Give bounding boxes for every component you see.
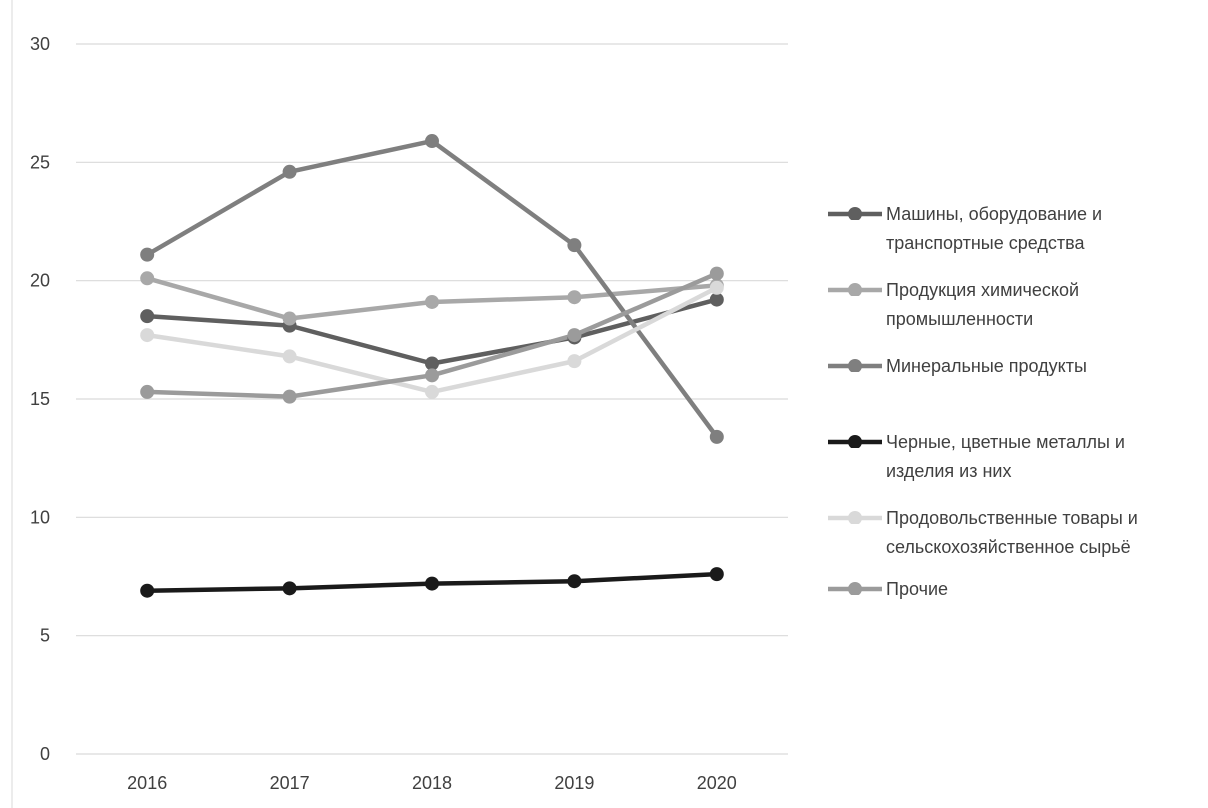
y-tick-label: 25 [30,152,50,172]
data-point [140,271,154,285]
x-tick-label: 2020 [697,773,737,793]
y-tick-label: 20 [30,271,50,291]
x-tick-label: 2018 [412,773,452,793]
y-axis-ticks: 0 5 10 15 20 25 30 [30,34,50,764]
data-point [140,328,154,342]
legend-swatch-marker [848,511,862,524]
data-point [425,368,439,382]
legend-label: Минеральные продукты [886,352,1206,381]
legend-label: Машины, оборудование и транспортные сред… [886,200,1206,258]
legend-swatch [826,504,884,524]
legend-swatch [826,428,884,448]
data-point [567,328,581,342]
series-points [140,134,724,598]
data-point [425,385,439,399]
data-point [140,309,154,323]
data-point [140,248,154,262]
data-point [710,267,724,281]
legend-swatch-marker [848,359,862,372]
legend-swatch [826,200,884,220]
legend-label: Черные, цветные металлы и изделия из них [886,428,1206,486]
data-point [425,577,439,591]
data-point [567,290,581,304]
data-point [567,238,581,252]
legend-swatch-marker [848,207,862,220]
data-point [710,567,724,581]
legend-swatch [826,276,884,296]
legend-swatch-marker [848,283,862,296]
data-point [283,165,297,179]
legend-label: Продовольственные товары и сельскохозяйс… [886,504,1206,562]
legend-swatch-marker [848,582,862,595]
data-point [283,581,297,595]
legend-label: Прочие [886,575,1206,604]
y-tick-label: 0 [40,744,50,764]
legend-swatch-marker [848,435,862,448]
y-tick-label: 30 [30,34,50,54]
data-point [710,281,724,295]
legend-label: Продукция химической промышленности [886,276,1206,334]
data-point [283,390,297,404]
data-point [425,134,439,148]
data-point [283,349,297,363]
data-point [425,295,439,309]
data-point [140,584,154,598]
y-tick-label: 15 [30,389,50,409]
legend-swatch [826,352,884,372]
y-tick-label: 10 [30,507,50,527]
data-point [283,312,297,326]
data-point [140,385,154,399]
data-point [710,430,724,444]
data-point [567,354,581,368]
x-tick-label: 2017 [270,773,310,793]
x-tick-label: 2016 [127,773,167,793]
gridlines [12,0,788,808]
y-tick-label: 5 [40,626,50,646]
legend-swatch [826,575,884,595]
x-axis-ticks: 2016 2017 2018 2019 2020 [127,773,737,793]
x-tick-label: 2019 [554,773,594,793]
data-point [567,574,581,588]
